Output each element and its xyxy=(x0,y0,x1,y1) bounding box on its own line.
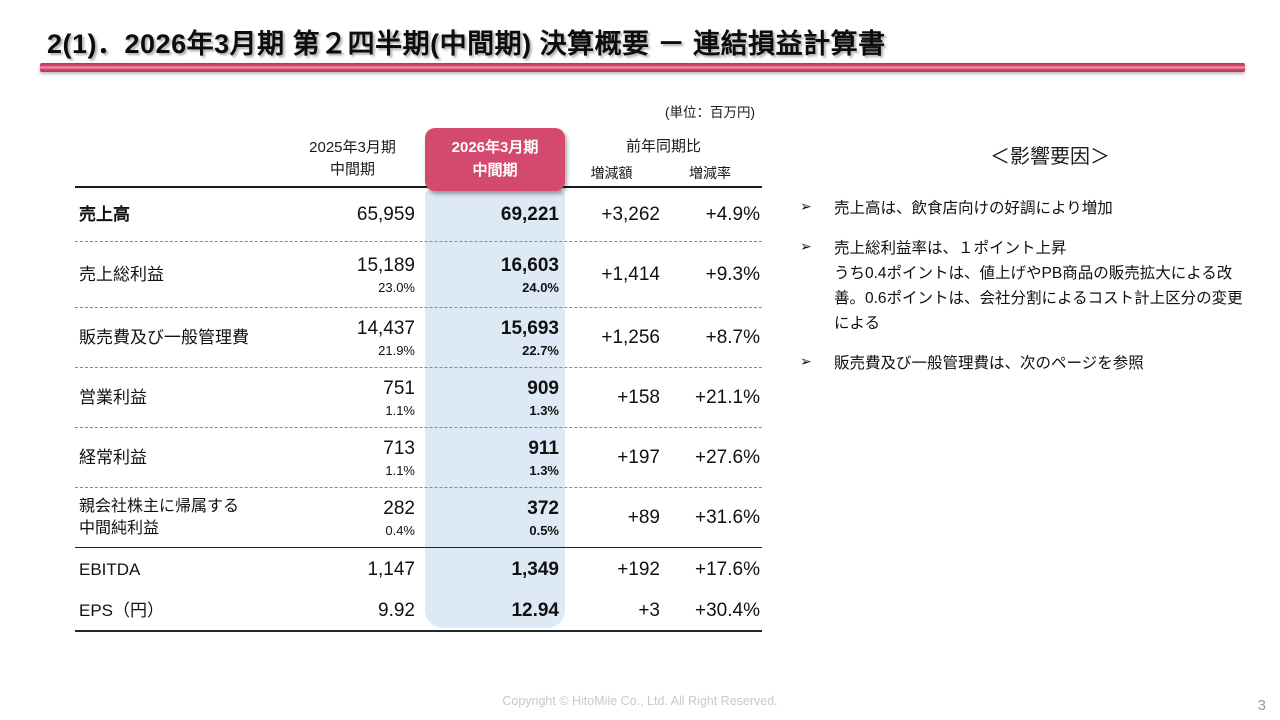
change-rate: +21.1% xyxy=(695,386,760,408)
change-amount: +197 xyxy=(617,446,660,468)
table-row-sga-expenses: 販売費及び一般管理費 14,437 21.9% 15,693 22.7% +1,… xyxy=(75,308,762,368)
curr-value: 12.94 xyxy=(511,599,559,621)
row-label: 売上総利益 xyxy=(79,264,164,284)
page-title: 2(1)．2026年3月期 第２四半期(中間期) 決算概要 － 連結損益計算書 xyxy=(47,29,886,59)
column-header-change-rate: 増減率 xyxy=(689,165,731,181)
row-label: 売上高 xyxy=(79,204,130,224)
change-rate: +30.4% xyxy=(695,599,760,621)
table-row-eps: EPS（円） 9.92 12.94 +3 +30.4% xyxy=(75,591,762,630)
curr-value: 372 xyxy=(527,497,559,519)
change-rate: +4.9% xyxy=(705,203,760,225)
curr-value: 16,603 xyxy=(500,254,559,276)
current-period-highlight-band xyxy=(425,190,565,628)
bullet-text: 売上総利益率は、１ポイント上昇 うち0.4ポイントは、値上げやPB商品の販売拡大… xyxy=(834,240,1243,332)
table-row-ebitda: EBITDA 1,147 1,349 +192 +17.6% xyxy=(75,548,762,591)
prev-value: 9.92 xyxy=(378,599,415,621)
list-item: ➢ 販売費及び一般管理費は、次のページを参照 xyxy=(800,351,1256,376)
change-rate: +27.6% xyxy=(695,446,760,468)
prev-value: 65,959 xyxy=(356,203,415,225)
prev-margin: 21.9% xyxy=(378,342,415,358)
table-row-operating-profit: 営業利益 751 1.1% 909 1.3% +158 +21.1% xyxy=(75,368,762,428)
change-amount: +1,414 xyxy=(601,263,660,285)
list-item: ➢ 売上高は、飲食店向けの好調により増加 xyxy=(800,196,1256,221)
prev-margin: 0.4% xyxy=(385,522,415,538)
table-row-ordinary-profit: 経常利益 713 1.1% 911 1.3% +197 +27.6% xyxy=(75,428,762,488)
table-row-interim-net-profit: 親会社株主に帰属する 中間純利益 282 0.4% 372 0.5% +89 +… xyxy=(75,488,762,548)
table-row-net-sales: 売上高 65,959 69,221 +3,262 +4.9% xyxy=(75,188,762,242)
impact-factors-list: ➢ 売上高は、飲食店向けの好調により増加 ➢ 売上総利益率は、１ポイント上昇 う… xyxy=(800,196,1256,376)
bullet-text: 販売費及び一般管理費は、次のページを参照 xyxy=(834,355,1144,372)
curr-margin: 24.0% xyxy=(522,279,559,295)
curr-value: 909 xyxy=(527,377,559,399)
bullet-text: 売上高は、飲食店向けの好調により増加 xyxy=(834,200,1113,217)
row-label: EPS（円） xyxy=(79,600,165,620)
prev-margin: 23.0% xyxy=(378,279,415,295)
table-body: 売上高 65,959 69,221 +3,262 +4.9% 売上総利益 15,… xyxy=(75,186,762,632)
change-amount: +192 xyxy=(617,558,660,580)
impact-factors-heading: ＜影響要因＞ xyxy=(990,146,1110,168)
prev-margin: 1.1% xyxy=(385,402,415,418)
row-label: 経常利益 xyxy=(79,447,147,467)
curr-margin: 1.3% xyxy=(529,462,559,478)
change-rate: +31.6% xyxy=(695,506,760,528)
table-row-gross-profit: 売上総利益 15,189 23.0% 16,603 24.0% +1,414 +… xyxy=(75,242,762,308)
prev-value: 1,147 xyxy=(367,558,415,580)
column-header-yoy: 前年同期比 xyxy=(625,138,701,155)
change-amount: +158 xyxy=(617,386,660,408)
curr-margin: 0.5% xyxy=(529,522,559,538)
pl-statement-table: 2025年3月期 中間期 2026年3月期 中間期 前年同期比 増減額 増減率 … xyxy=(75,128,762,632)
copyright-footer: Copyright © HitoMile Co., Ltd. All Right… xyxy=(502,694,778,708)
page-number: 3 xyxy=(1257,697,1266,714)
column-header-change-amount: 増減額 xyxy=(590,165,633,181)
arrow-bullet-icon: ➢ xyxy=(800,198,812,214)
change-amount: +3,262 xyxy=(601,203,660,225)
change-amount: +1,256 xyxy=(601,326,660,348)
prev-value: 14,437 xyxy=(356,317,415,339)
curr-value: 15,693 xyxy=(500,317,559,339)
change-rate: +17.6% xyxy=(695,558,760,580)
change-amount: +3 xyxy=(638,599,660,621)
curr-margin: 1.3% xyxy=(529,402,559,418)
arrow-bullet-icon: ➢ xyxy=(800,238,812,254)
column-header-current-period-badge: 2026年3月期 中間期 xyxy=(425,128,565,191)
prev-margin: 1.1% xyxy=(385,462,415,478)
prev-value: 15,189 xyxy=(356,254,415,276)
impact-factors-panel: ＜影響要因＞ ➢ 売上高は、飲食店向けの好調により増加 ➢ 売上総利益率は、１ポ… xyxy=(800,128,1256,391)
curr-margin: 22.7% xyxy=(522,342,559,358)
curr-value: 911 xyxy=(528,437,559,459)
row-label: EBITDA xyxy=(79,559,141,579)
change-amount: +89 xyxy=(627,506,660,528)
prev-value: 751 xyxy=(383,377,415,399)
arrow-bullet-icon: ➢ xyxy=(800,353,812,369)
list-item: ➢ 売上総利益率は、１ポイント上昇 うち0.4ポイントは、値上げやPB商品の販売… xyxy=(800,236,1256,336)
row-label: 営業利益 xyxy=(79,387,147,407)
title-accent-rule xyxy=(40,63,1245,72)
row-label: 販売費及び一般管理費 xyxy=(79,327,249,347)
change-rate: +8.7% xyxy=(705,326,760,348)
curr-value: 69,221 xyxy=(500,203,559,225)
column-header-prev-period: 2025年3月期 中間期 xyxy=(309,139,396,178)
unit-note: (単位：百万円) xyxy=(665,105,755,120)
change-rate: +9.3% xyxy=(705,263,760,285)
prev-value: 713 xyxy=(383,437,415,459)
prev-value: 282 xyxy=(383,497,415,519)
curr-value: 1,349 xyxy=(511,558,559,580)
row-label: 親会社株主に帰属する 中間純利益 xyxy=(79,497,240,537)
